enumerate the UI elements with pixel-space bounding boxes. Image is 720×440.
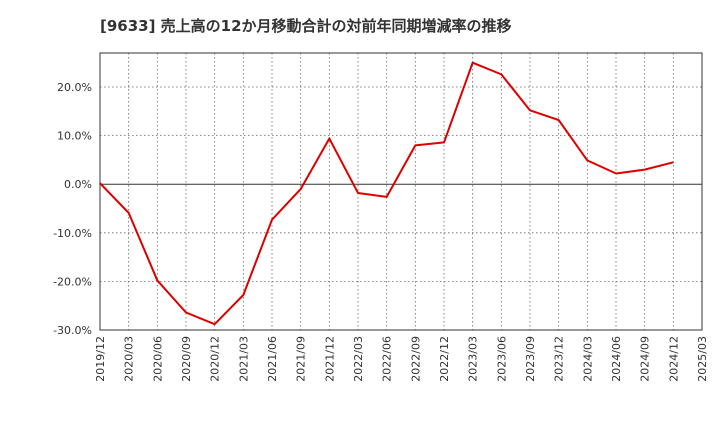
x-tick-label: 2020/12 <box>209 336 222 382</box>
y-tick-label: -30.0% <box>53 324 92 337</box>
x-tick-label: 2023/03 <box>467 336 480 382</box>
x-tick-label: 2023/12 <box>553 336 566 382</box>
x-tick-label: 2019/12 <box>94 336 107 382</box>
x-axis-tick-labels: 2019/12 2020/03 2020/06 2020/09 2020/12 2021/… <box>94 336 709 382</box>
y-tick-label: 0.0% <box>64 178 92 191</box>
x-tick-label: 2024/03 <box>581 336 594 382</box>
y-tick-label: -10.0% <box>53 227 92 240</box>
x-tick-label: 2023/09 <box>524 336 537 382</box>
x-tick-label: 2021/03 <box>237 336 250 382</box>
y-tick-label: -20.0% <box>53 275 92 288</box>
x-tick-label: 2022/06 <box>381 336 394 382</box>
chart-title: [9633] 売上高の12か月移動合計の対前年同期増減率の推移 <box>100 17 512 35</box>
x-tick-label: 2021/06 <box>266 336 279 382</box>
x-tick-label: 2020/06 <box>151 336 164 382</box>
x-tick-label: 2022/12 <box>438 336 451 382</box>
x-tick-label: 2022/03 <box>352 336 365 382</box>
series-line <box>99 61 674 326</box>
x-tick-label: 2024/09 <box>639 336 652 382</box>
x-tick-label: 2021/09 <box>295 336 308 382</box>
series-layer <box>99 61 674 326</box>
x-tick-label: 2021/12 <box>323 336 336 382</box>
x-tick-label: 2020/03 <box>123 336 136 382</box>
y-axis-tick-labels: 20.0% 10.0% 0.0% -10.0% -20.0% -30.0% <box>53 81 92 337</box>
x-tick-label: 2024/12 <box>667 336 680 382</box>
plot-frame <box>99 52 703 331</box>
grid-layer <box>100 53 702 330</box>
x-tick-label: 2020/09 <box>180 336 193 382</box>
x-tick-label: 2022/09 <box>409 336 422 382</box>
x-tick-label: 2023/06 <box>495 336 508 382</box>
y-tick-label: 20.0% <box>57 81 92 94</box>
x-tick-label: 2025/03 <box>696 336 709 382</box>
x-tick-label: 2024/06 <box>610 336 623 382</box>
y-tick-label: 10.0% <box>57 130 92 143</box>
